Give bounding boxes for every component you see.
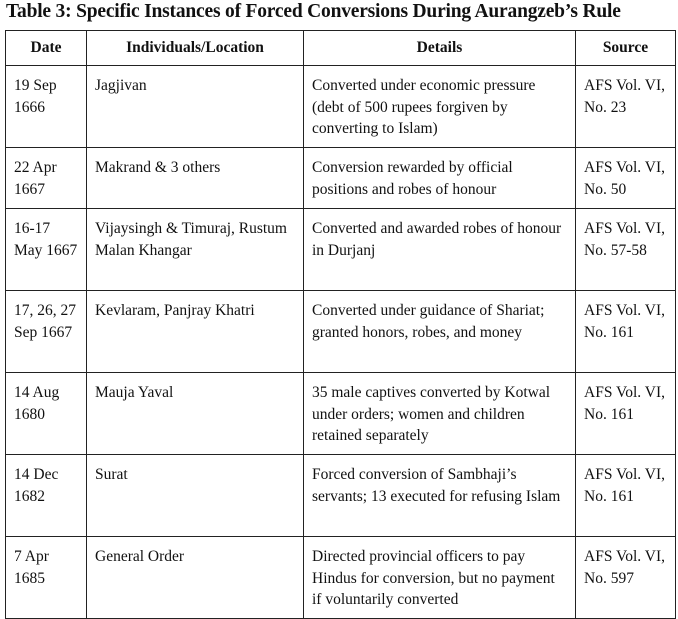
cell-source: AFS Vol. VI, No. 161 [575, 454, 676, 537]
table-header-row: Date Individuals/Location Details Source [5, 30, 676, 66]
header-date: Date [5, 30, 87, 66]
table-row: 7 Apr 1685 General Order Directed provin… [5, 536, 676, 619]
cell-date: 19 Sep 1666 [5, 65, 87, 148]
cell-individuals: Jagjivan [86, 65, 304, 148]
table-row: 19 Sep 1666 Jagjivan Converted under eco… [5, 65, 676, 148]
cell-details: Converted and awarded robes of honour in… [303, 208, 576, 291]
cell-individuals: Vijaysingh & Timuraj, Rustum Malan Khang… [86, 208, 304, 291]
conversions-table: Date Individuals/Location Details Source… [5, 30, 676, 619]
cell-source: AFS Vol. VI, No. 57-58 [575, 208, 676, 291]
cell-date: 14 Dec 1682 [5, 454, 87, 537]
cell-details: Converted under economic pressure (debt … [303, 65, 576, 148]
cell-details: Forced conversion of Sambhaji’s servants… [303, 454, 576, 537]
table-row: 16-17 May 1667 Vijaysingh & Timuraj, Rus… [5, 208, 676, 291]
cell-details: Converted under guidance of Shariat; gra… [303, 290, 576, 373]
cell-details: 35 male captives converted by Kotwal und… [303, 372, 576, 455]
cell-source: AFS Vol. VI, No. 23 [575, 65, 676, 148]
cell-source: AFS Vol. VI, No. 161 [575, 290, 676, 373]
cell-individuals: General Order [86, 536, 304, 619]
table-row: 14 Dec 1682 Surat Forced conversion of S… [5, 454, 676, 537]
cell-date: 22 Apr 1667 [5, 147, 87, 209]
table-row: 22 Apr 1667 Makrand & 3 others Conversio… [5, 147, 676, 209]
header-source: Source [575, 30, 676, 66]
cell-date: 7 Apr 1685 [5, 536, 87, 619]
cell-source: AFS Vol. VI, No. 161 [575, 372, 676, 455]
cell-details: Directed provincial officers to pay Hind… [303, 536, 576, 619]
cell-source: AFS Vol. VI, No. 597 [575, 536, 676, 619]
table-row: 14 Aug 1680 Mauja Yaval 35 male captives… [5, 372, 676, 455]
cell-individuals: Surat [86, 454, 304, 537]
cell-individuals: Mauja Yaval [86, 372, 304, 455]
cell-individuals: Makrand & 3 others [86, 147, 304, 209]
header-details: Details [303, 30, 576, 66]
table-title: Table 3: Specific Instances of Forced Co… [6, 1, 621, 22]
table-row: 17, 26, 27 Sep 1667 Kevlaram, Panjray Kh… [5, 290, 676, 373]
cell-source: AFS Vol. VI, No. 50 [575, 147, 676, 209]
cell-details: Conversion rewarded by official position… [303, 147, 576, 209]
cell-date: 16-17 May 1667 [5, 208, 87, 291]
cell-date: 14 Aug 1680 [5, 372, 87, 455]
cell-date: 17, 26, 27 Sep 1667 [5, 290, 87, 373]
header-individuals-location: Individuals/Location [86, 30, 304, 66]
cell-individuals: Kevlaram, Panjray Khatri [86, 290, 304, 373]
